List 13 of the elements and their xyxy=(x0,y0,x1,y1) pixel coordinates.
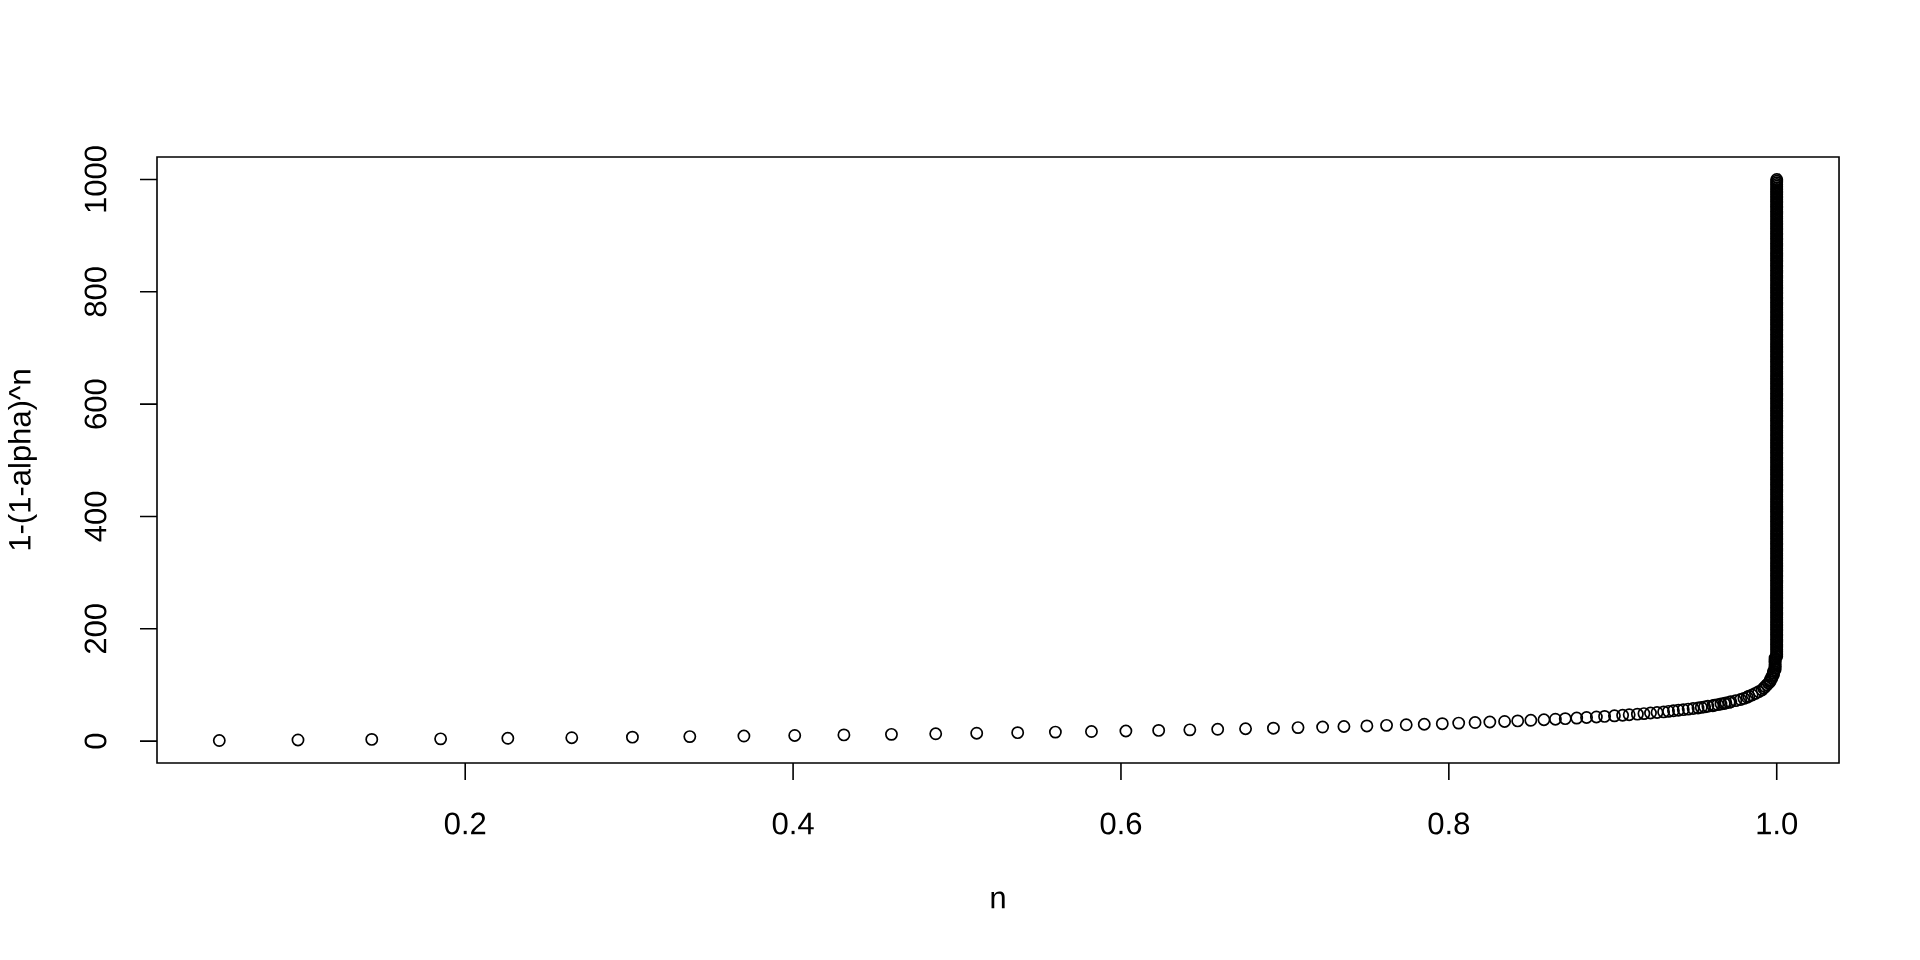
x-tick-label: 1.0 xyxy=(1757,812,1798,835)
x-tick-label: 0.2 xyxy=(444,812,486,835)
y-tick-label: 600 xyxy=(84,379,107,429)
y-tick-label: 200 xyxy=(84,604,107,654)
y-tick-label: 800 xyxy=(84,267,107,317)
y-axis-title: 1-(1-alpha)^n xyxy=(7,370,37,550)
x-axis-title: n xyxy=(991,891,1005,909)
y-tick-label: 400 xyxy=(84,491,107,542)
x-tick-label: 0.8 xyxy=(1428,812,1470,835)
y-tick-label: 0 xyxy=(84,733,107,749)
y-tick-label: 1000 xyxy=(84,146,107,212)
x-tick-label: 0.6 xyxy=(1100,812,1142,835)
x-tick-label: 0.4 xyxy=(772,812,814,835)
